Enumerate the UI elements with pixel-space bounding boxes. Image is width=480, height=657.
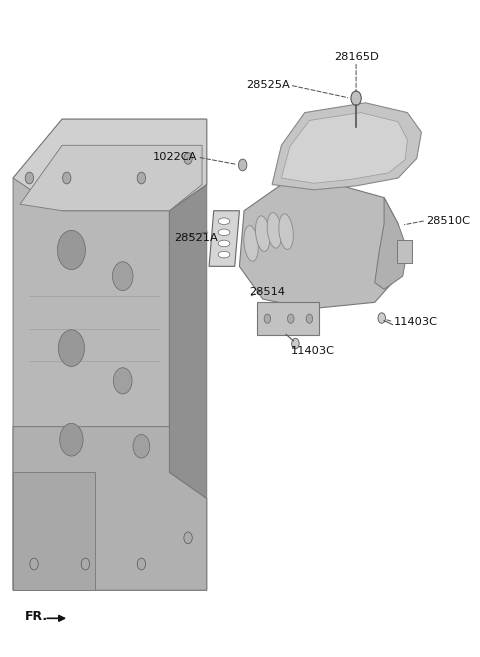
Circle shape xyxy=(378,313,385,323)
Ellipse shape xyxy=(218,218,230,225)
Circle shape xyxy=(59,330,84,367)
Text: 28514: 28514 xyxy=(249,287,285,297)
Circle shape xyxy=(351,91,361,105)
Polygon shape xyxy=(169,185,207,499)
Polygon shape xyxy=(272,102,421,190)
Circle shape xyxy=(137,558,145,570)
Polygon shape xyxy=(209,211,240,266)
Text: 28165D: 28165D xyxy=(334,52,378,62)
Ellipse shape xyxy=(267,213,282,248)
Ellipse shape xyxy=(218,251,230,258)
Circle shape xyxy=(112,261,133,290)
Polygon shape xyxy=(13,119,207,590)
Text: 11403C: 11403C xyxy=(394,317,437,327)
Ellipse shape xyxy=(218,240,230,247)
Text: FR.: FR. xyxy=(25,610,48,623)
Ellipse shape xyxy=(279,214,293,250)
Polygon shape xyxy=(375,198,408,289)
Circle shape xyxy=(137,172,145,184)
Circle shape xyxy=(81,558,90,570)
Text: 28525A: 28525A xyxy=(246,80,290,90)
Polygon shape xyxy=(397,240,412,263)
Circle shape xyxy=(133,434,150,458)
Circle shape xyxy=(25,172,34,184)
Circle shape xyxy=(30,558,38,570)
Text: 1022CA: 1022CA xyxy=(153,152,197,162)
Ellipse shape xyxy=(255,216,270,252)
Circle shape xyxy=(184,532,192,544)
Circle shape xyxy=(306,314,312,323)
Text: 11403C: 11403C xyxy=(291,346,335,355)
Polygon shape xyxy=(13,119,207,211)
Polygon shape xyxy=(13,426,207,590)
Circle shape xyxy=(264,314,271,323)
Ellipse shape xyxy=(218,229,230,236)
Circle shape xyxy=(58,231,85,269)
Polygon shape xyxy=(240,185,398,309)
Circle shape xyxy=(239,159,247,171)
Circle shape xyxy=(113,368,132,394)
Circle shape xyxy=(62,172,71,184)
Circle shape xyxy=(292,338,299,349)
Text: 28521A: 28521A xyxy=(174,233,218,243)
Polygon shape xyxy=(257,302,319,335)
Ellipse shape xyxy=(244,225,258,261)
Polygon shape xyxy=(281,112,408,183)
Circle shape xyxy=(288,314,294,323)
Polygon shape xyxy=(13,472,95,590)
Circle shape xyxy=(184,152,192,164)
Polygon shape xyxy=(20,145,202,211)
Text: 28510C: 28510C xyxy=(426,215,470,225)
Circle shape xyxy=(60,423,83,456)
